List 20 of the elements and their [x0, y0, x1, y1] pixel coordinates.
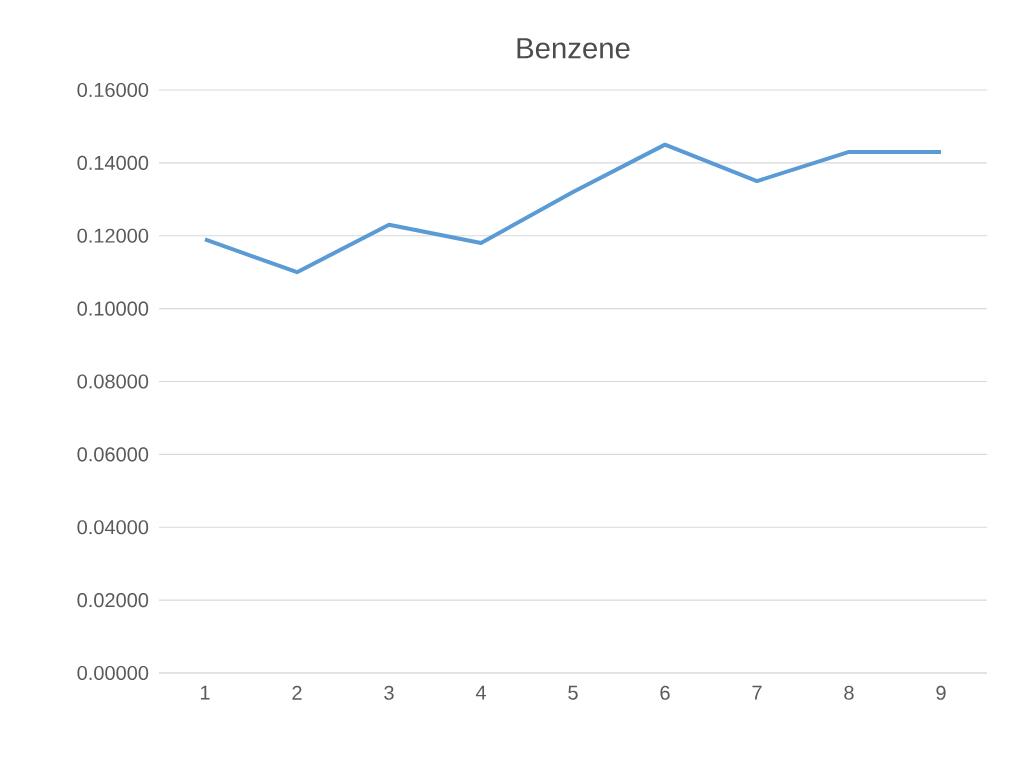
y-tick-label: 0.14000 — [77, 155, 149, 170]
x-tick-label: 3 — [384, 685, 394, 700]
chart-title: Benzene — [517, 38, 630, 59]
y-tick-label: 0.10000 — [77, 301, 149, 316]
y-tick-label: 0.06000 — [77, 447, 149, 462]
y-tick-label: 0.00000 — [77, 665, 149, 681]
x-tick-label: 4 — [475, 685, 486, 700]
x-tick-label: 8 — [844, 685, 854, 700]
x-tick-label: 7 — [752, 685, 762, 700]
y-tick-label: 0.16000 — [77, 82, 149, 98]
y-tick-label: 0.04000 — [77, 520, 149, 535]
x-tick-label: 9 — [936, 685, 946, 700]
y-tick-label: 0.02000 — [77, 593, 149, 608]
x-tick-label: 1 — [200, 685, 210, 700]
y-tick-label: 0.12000 — [77, 228, 149, 243]
x-tick-label: 6 — [660, 685, 670, 700]
line-series — [203, 142, 943, 275]
x-tick-label: 5 — [568, 685, 578, 700]
y-tick-label: 0.08000 — [77, 374, 149, 389]
x-tick-label: 2 — [292, 685, 302, 700]
